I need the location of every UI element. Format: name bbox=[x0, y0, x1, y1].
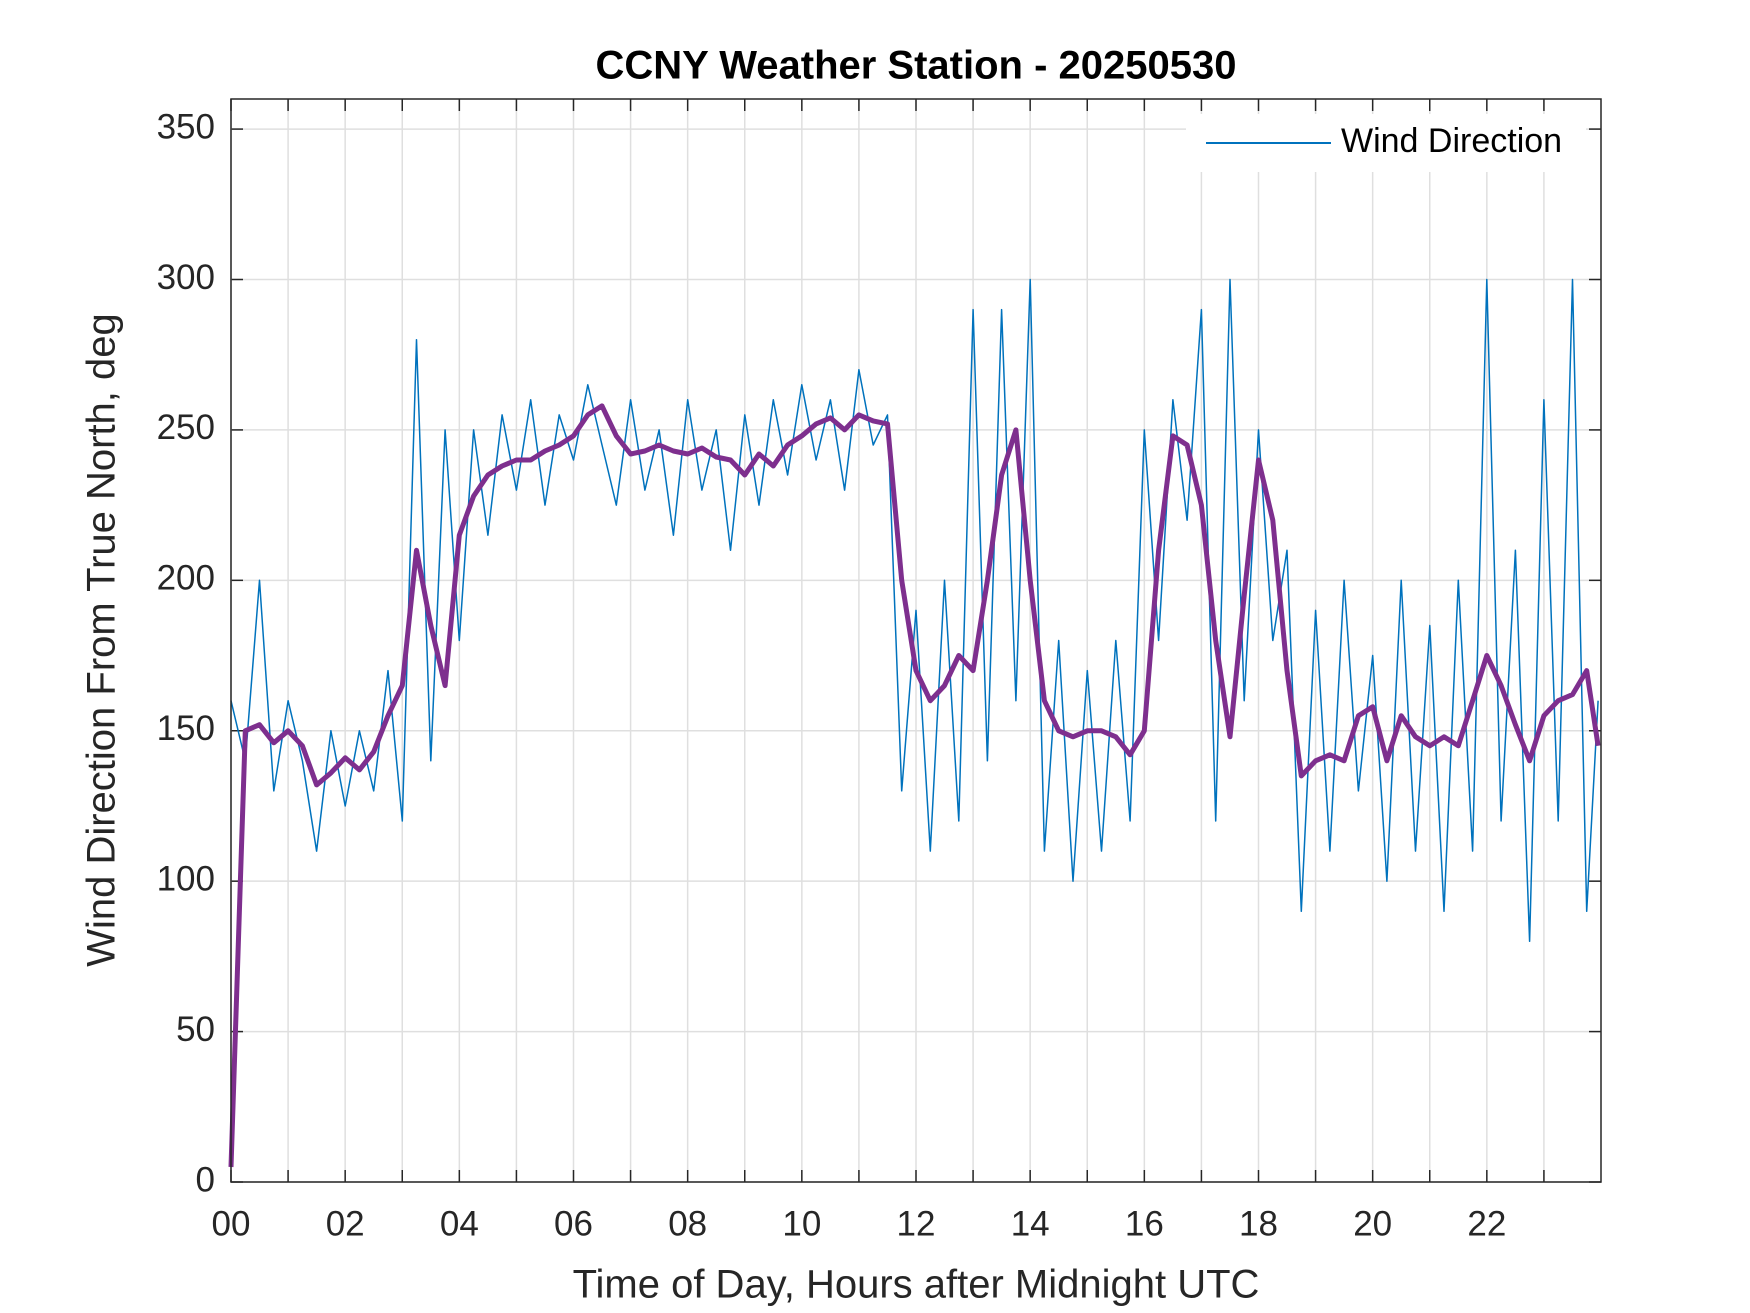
x-tick-label: 06 bbox=[554, 1204, 593, 1243]
x-tick-label: 12 bbox=[897, 1204, 936, 1243]
x-tick-label: 18 bbox=[1239, 1204, 1278, 1243]
x-tick-label: 16 bbox=[1125, 1204, 1164, 1243]
y-tick-label: 350 bbox=[157, 107, 215, 146]
y-axis-label: Wind Direction From True North, deg bbox=[80, 313, 124, 967]
y-tick-label: 50 bbox=[176, 1010, 215, 1049]
x-tick-label: 10 bbox=[782, 1204, 821, 1243]
x-tick-label: 08 bbox=[668, 1204, 707, 1243]
x-axis-label: Time of Day, Hours after Midnight UTC bbox=[573, 1263, 1260, 1307]
x-tick-label: 02 bbox=[326, 1204, 365, 1243]
x-tick-label: 20 bbox=[1353, 1204, 1392, 1243]
axes-box bbox=[230, 98, 1602, 1183]
y-tick-label: 0 bbox=[196, 1160, 215, 1199]
y-tick-label: 100 bbox=[157, 859, 215, 898]
x-tick-label: 14 bbox=[1011, 1204, 1050, 1243]
y-tick-label: 300 bbox=[157, 258, 215, 297]
y-tick-label: 200 bbox=[157, 559, 215, 598]
x-tick-label: 22 bbox=[1467, 1204, 1506, 1243]
data-line bbox=[230, 278, 1599, 943]
x-tick-label: 04 bbox=[440, 1204, 479, 1243]
data-line bbox=[228, 403, 1601, 1168]
x-tick-label: 00 bbox=[212, 1204, 251, 1243]
y-tick-label: 150 bbox=[157, 709, 215, 748]
chart-title: CCNY Weather Station - 20250530 bbox=[596, 44, 1237, 88]
y-tick-label: 250 bbox=[157, 408, 215, 447]
legend-label: Wind Direction bbox=[1341, 122, 1562, 160]
